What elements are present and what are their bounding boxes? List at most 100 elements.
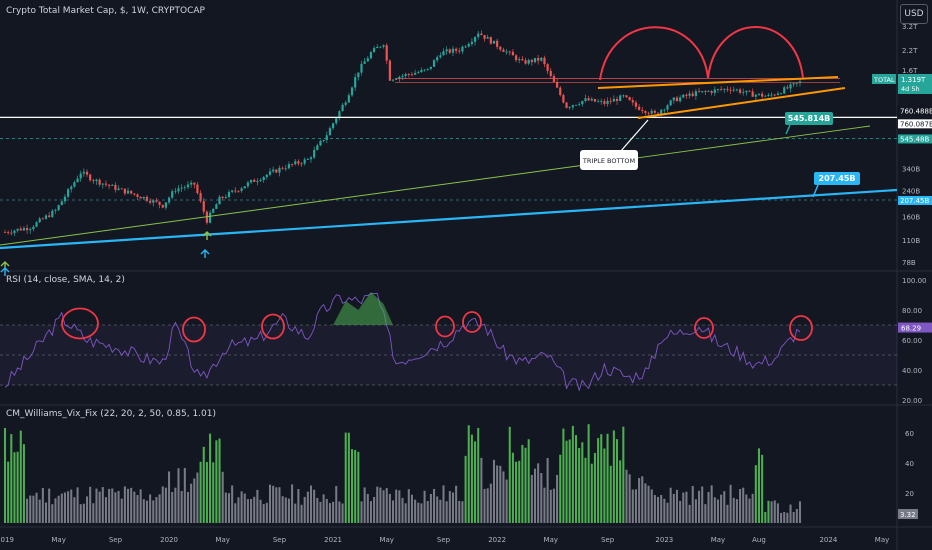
vix-bar (158, 494, 161, 523)
vix-bar (335, 486, 338, 523)
vix-bar (480, 457, 483, 523)
vix-bar (578, 448, 581, 523)
vix-bar (347, 432, 350, 523)
vix-bar (511, 452, 514, 523)
currency-button[interactable]: USD (900, 4, 928, 24)
candle (202, 201, 205, 212)
candle (779, 93, 783, 95)
vix-bar (773, 500, 776, 523)
rsi-circle (789, 315, 813, 341)
candle (130, 190, 133, 194)
candle (215, 204, 218, 209)
vix-bar (442, 485, 445, 523)
vix-bar (716, 499, 720, 523)
vix-bar (145, 500, 148, 523)
candle (290, 164, 294, 165)
vix-bar (675, 489, 678, 523)
rsi-circle (462, 311, 482, 333)
legend-value-bg (898, 74, 932, 94)
candle (196, 184, 199, 194)
candle (237, 190, 240, 192)
vix-bar (688, 504, 691, 523)
candle (496, 40, 499, 47)
time-axis: 2019 May Sep 2020 May Sep 2021 May Sep 2022 May Sep… (0, 536, 889, 544)
main-chart-title: Crypto Total Market Cap, $, 1W, CRYPTOCA… (6, 6, 205, 16)
rsi-tick-label: 20.00 (902, 397, 922, 405)
candle (309, 157, 313, 160)
vix-bar (789, 504, 792, 523)
vix-bar (492, 459, 496, 523)
legend-symbol-bg (872, 74, 896, 84)
candle (275, 169, 278, 173)
candle (615, 98, 619, 102)
candle (281, 167, 284, 169)
vix-bar (114, 492, 117, 523)
candle (663, 109, 666, 111)
vix-bar (549, 489, 552, 523)
vix-bar (704, 504, 707, 523)
candle (70, 186, 73, 190)
vix-bar (161, 486, 164, 523)
vix-bar (470, 434, 473, 523)
candle (776, 93, 780, 95)
vix-bar (332, 501, 335, 523)
vix-bar (117, 490, 120, 523)
candle (95, 179, 98, 182)
candle (622, 95, 625, 97)
candle (16, 228, 19, 231)
callout-207: 207.45B (819, 174, 856, 183)
candle (486, 37, 489, 39)
candle (82, 171, 85, 174)
candle (404, 74, 407, 76)
candle (593, 98, 597, 102)
vix-bar (303, 496, 306, 523)
vix-bar (455, 485, 458, 523)
vix-last-value: 3.32 (900, 511, 916, 519)
candle (114, 184, 117, 190)
vix-bar (278, 487, 281, 523)
candle (455, 48, 458, 51)
vix-bar (530, 474, 533, 523)
vix-bar (574, 435, 578, 523)
candle (66, 189, 70, 197)
vix-bar (483, 488, 486, 523)
vix-bar (527, 439, 530, 523)
candle (13, 230, 16, 233)
candle (726, 88, 729, 90)
vix-bar (590, 463, 593, 523)
x-tick-label: May (875, 536, 889, 544)
vix-bar (638, 478, 641, 523)
candle (423, 69, 426, 71)
candle (231, 190, 234, 192)
candle (300, 163, 303, 165)
vix-bar (770, 501, 773, 523)
vix-bar (600, 434, 603, 523)
candle (514, 55, 518, 61)
candle (568, 107, 571, 108)
candle (379, 46, 382, 48)
candle (625, 95, 628, 98)
vix-bar (344, 432, 347, 523)
vix-bar (363, 487, 366, 523)
candle (641, 109, 644, 111)
vix-bar (691, 486, 694, 523)
vix-bar (205, 462, 208, 523)
axis-tag-545: 545.48B (900, 135, 929, 143)
trendline-green (0, 125, 871, 246)
candle (161, 204, 164, 208)
legend-countdown: 4d 5h (901, 85, 920, 93)
candle (224, 197, 227, 198)
candle (287, 164, 291, 169)
vix-bar (581, 442, 584, 523)
vix-bar (111, 488, 114, 523)
vix-bar (51, 504, 54, 523)
vix-bar (85, 496, 89, 523)
vix-bar (644, 483, 647, 523)
vix-bar (407, 489, 410, 523)
vix-bar (489, 483, 492, 523)
vix-bar (707, 491, 710, 523)
candle (660, 109, 663, 114)
vix-bar (508, 426, 511, 523)
x-tick-label: Sep (109, 536, 123, 544)
